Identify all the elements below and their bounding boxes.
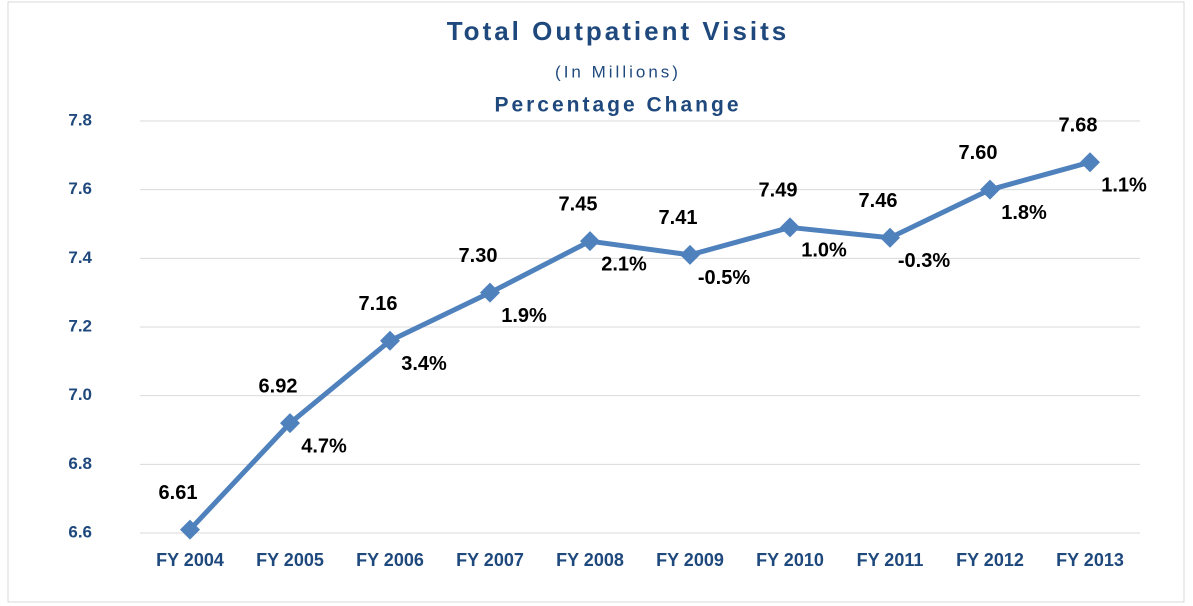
x-tick-label: FY 2012 (956, 550, 1024, 570)
value-label: 7.60 (959, 142, 998, 164)
pct-change-label: -0.5% (698, 267, 750, 289)
data-point (280, 413, 300, 434)
data-point (480, 282, 500, 303)
pct-change-label: -0.3% (898, 250, 950, 272)
value-label: 7.49 (759, 180, 798, 202)
chart-subtitle: (In Millions) (555, 62, 681, 81)
x-tick-label: FY 2004 (156, 550, 224, 570)
x-tick-label: FY 2011 (857, 550, 924, 570)
y-tick-label: 6.8 (68, 454, 92, 473)
x-tick-label: FY 2010 (756, 550, 824, 570)
data-point (580, 231, 600, 252)
y-tick-label: 7.2 (68, 316, 92, 335)
value-label: 6.61 (159, 482, 198, 504)
x-tick-label: FY 2013 (1056, 550, 1124, 570)
x-tick-label: FY 2006 (356, 550, 424, 570)
y-tick-label: 7.0 (68, 385, 92, 404)
value-label: 7.30 (459, 245, 498, 267)
data-point (380, 330, 400, 351)
data-point (180, 519, 200, 540)
annotation-title: Percentage Change (494, 94, 741, 117)
data-point (780, 217, 800, 238)
pct-change-label: 1.8% (1001, 202, 1047, 224)
value-label: 7.46 (859, 190, 898, 212)
chart-title: Total Outpatient Visits (447, 16, 790, 46)
data-point (980, 179, 1000, 200)
y-tick-label: 7.4 (68, 248, 92, 267)
data-point (1080, 152, 1100, 173)
value-label: 7.16 (359, 293, 398, 315)
x-tick-label: FY 2008 (556, 550, 624, 570)
data-line (188, 159, 1091, 532)
pct-change-label: 1.0% (801, 240, 847, 262)
x-tick-label: FY 2005 (256, 550, 324, 570)
value-label: 7.41 (659, 207, 698, 229)
pct-change-label: 1.1% (1101, 174, 1147, 196)
y-tick-label: 7.8 (68, 110, 92, 129)
x-tick-label: FY 2009 (656, 550, 724, 570)
value-label: 6.92 (259, 375, 298, 397)
x-tick-label: FY 2007 (456, 550, 524, 570)
pct-change-label: 3.4% (401, 353, 447, 375)
pct-change-label: 4.7% (301, 435, 347, 457)
pct-change-label: 1.9% (501, 305, 547, 327)
chart-border (7, 1, 1185, 603)
value-label: 7.45 (559, 193, 598, 215)
y-tick-label: 7.6 (68, 179, 92, 198)
pct-change-label: 2.1% (601, 253, 647, 275)
value-label: 7.68 (1059, 114, 1098, 136)
data-point (880, 227, 900, 248)
data-point (680, 244, 700, 265)
y-tick-label: 6.6 (68, 522, 92, 541)
